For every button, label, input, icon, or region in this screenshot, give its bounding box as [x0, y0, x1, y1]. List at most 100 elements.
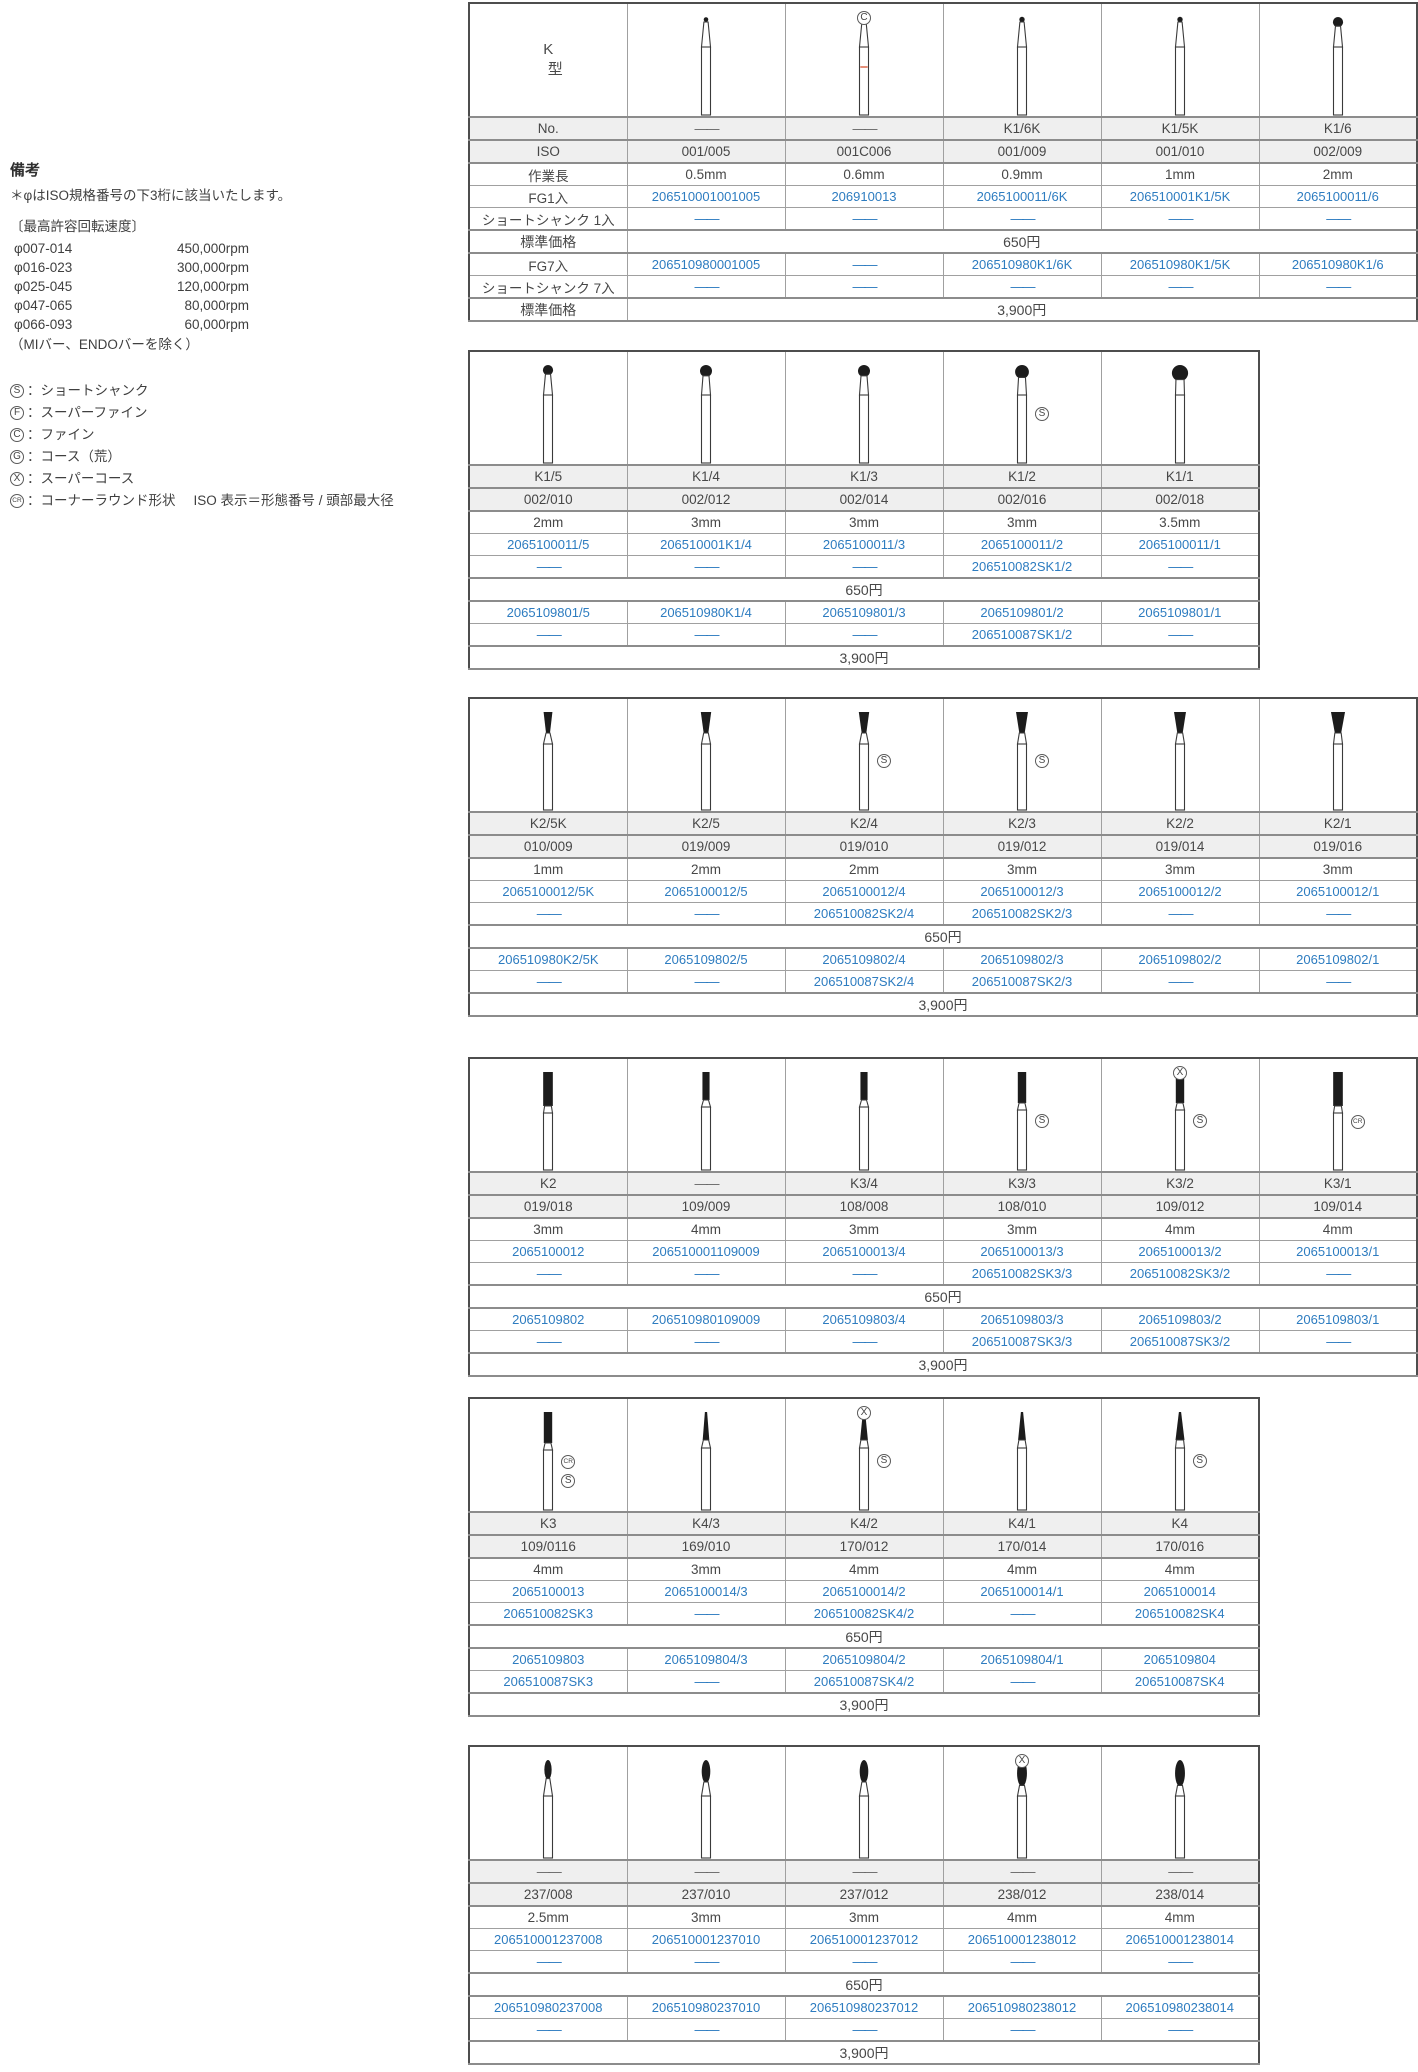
product-code-link[interactable]: 2065100011/6	[1296, 189, 1379, 204]
product-code-link[interactable]: 2065100012/4	[822, 884, 906, 899]
product-code-link[interactable]: 206510980K1/6K	[971, 257, 1073, 272]
product-code-link[interactable]: 2065109803/3	[980, 1312, 1064, 1327]
product-code-link[interactable]: 2065100013/1	[1296, 1244, 1380, 1259]
product-code-link[interactable]: 2065100012/3	[980, 884, 1064, 899]
product-code-link[interactable]: 206510087SK4	[1134, 1674, 1225, 1689]
product-code-link[interactable]: 206510980001005	[651, 257, 761, 272]
product-code-link[interactable]: 2065109801/1	[1138, 605, 1222, 620]
product-code-link[interactable]: 2065100013/2	[1138, 1244, 1222, 1259]
product-code-link[interactable]: 206510082SK4/2	[813, 1606, 915, 1621]
product-code-link[interactable]: 2065100011/2	[980, 537, 1064, 552]
row-label-no: No.	[468, 116, 628, 141]
product-code-link[interactable]: 2065100011/5	[507, 537, 590, 552]
cell-no: K3/2	[1100, 1171, 1260, 1196]
product-code-link[interactable]: 2065100013/4	[822, 1244, 906, 1259]
product-code-link[interactable]: 206510082SK2/3	[971, 906, 1073, 921]
legend-row: C ：ファイン	[10, 424, 360, 446]
product-code-link[interactable]: 206510082SK3	[503, 1606, 594, 1621]
cell-no: ——	[942, 1859, 1102, 1884]
bur-cell: X	[942, 1745, 1102, 1861]
product-code-link[interactable]: 206510087SK4/2	[813, 1674, 915, 1689]
cell-iso: 002/012	[626, 487, 786, 512]
product-code-link[interactable]: 2065100014/3	[664, 1584, 748, 1599]
bur-cell: S	[784, 697, 944, 813]
product-code-link[interactable]: 2065109802/3	[980, 952, 1064, 967]
product-code-link[interactable]: 206510980237012	[809, 2000, 919, 2015]
product-code-link[interactable]: 2065109804/3	[664, 1652, 748, 1667]
cell-fg1: 2065100011/2	[942, 533, 1102, 556]
product-code-link[interactable]: 2065109803/4	[822, 1312, 906, 1327]
product-code-link[interactable]: 2065100011/3	[822, 537, 906, 552]
product-code-link[interactable]: 2065100014/2	[822, 1584, 906, 1599]
product-code-link[interactable]: 206510001001005	[651, 189, 761, 204]
cell-fg1: 2065100014/3	[626, 1580, 786, 1603]
product-code-link[interactable]: 2065100013/3	[980, 1244, 1064, 1259]
product-code-link[interactable]: 2065109802/2	[1138, 952, 1222, 967]
cell-fg7: 206510980109009	[626, 1307, 786, 1331]
product-code-link[interactable]: 206510087SK3	[503, 1674, 594, 1689]
product-code-link[interactable]: 206510087SK3/3	[971, 1334, 1073, 1349]
product-code-link[interactable]: 206510980237008	[494, 2000, 603, 2015]
product-code-link[interactable]: 206510001238012	[967, 1932, 1077, 1947]
product-code-link[interactable]: 206910013	[831, 189, 897, 204]
product-code-link[interactable]: 206510980K1/4	[660, 605, 752, 620]
product-code-link[interactable]: 206510001109009	[652, 1244, 760, 1259]
product-code-link[interactable]: 2065100012/1	[1296, 884, 1380, 899]
product-code-link[interactable]: 2065100012/5	[664, 884, 748, 899]
product-code-link[interactable]: 2065109801/3	[822, 605, 906, 620]
product-code-link[interactable]: 206510001237010	[651, 1932, 761, 1947]
product-code-link[interactable]: 2065109803/2	[1138, 1312, 1222, 1327]
product-code-link[interactable]: 206510980237010	[651, 2000, 761, 2015]
cell-fg1: 206510001238014	[1100, 1928, 1260, 1951]
product-code-link[interactable]: 206510082SK4	[1134, 1606, 1225, 1621]
product-code-link[interactable]: 2065109803	[512, 1652, 585, 1667]
product-code-link[interactable]: 206510980K1/5K	[1129, 257, 1231, 272]
product-code-link[interactable]: 206510087SK3/2	[1129, 1334, 1231, 1349]
product-code-link[interactable]: 206510087SK2/4	[813, 974, 915, 989]
product-code-link[interactable]: 2065109802/1	[1296, 952, 1380, 967]
product-code-link[interactable]: 206510082SK3/2	[1129, 1266, 1231, 1281]
product-code-link[interactable]: 206510980K1/6	[1291, 257, 1384, 272]
product-code-link[interactable]: 2065109803/1	[1296, 1312, 1380, 1327]
product-code-link[interactable]: 2065109804/2	[822, 1652, 906, 1667]
product-code-link[interactable]: 2065109801/2	[980, 605, 1064, 620]
cell-price-1: 650円	[468, 1284, 1418, 1309]
bur-icon-ball	[1015, 365, 1029, 464]
product-code-link[interactable]: 2065100012/2	[1138, 884, 1222, 899]
bur-cell	[1100, 697, 1260, 813]
product-code-link[interactable]: 206510082SK2/4	[813, 906, 915, 921]
product-code-link[interactable]: 206510001238014	[1125, 1932, 1234, 1947]
product-code-link[interactable]: 206510980238014	[1125, 2000, 1234, 2015]
product-code-link[interactable]: 2065109802/5	[664, 952, 748, 967]
product-code-link[interactable]: 206510980109009	[651, 1312, 761, 1327]
product-code-link[interactable]: 2065100014/1	[980, 1584, 1064, 1599]
product-code-link[interactable]: 2065100013	[512, 1584, 585, 1599]
cell-ss1: ——	[784, 207, 944, 231]
product-code-link[interactable]: 206510001K1/5K	[1129, 189, 1231, 204]
product-code-link[interactable]: 206510001237008	[494, 1932, 603, 1947]
product-code-link[interactable]: 206510001K1/4	[660, 537, 752, 552]
product-code-link[interactable]: 2065100014	[1143, 1584, 1216, 1599]
product-code-link[interactable]: 2065109804	[1143, 1652, 1216, 1667]
product-code-link[interactable]: 206510001237012	[809, 1932, 919, 1947]
bur-cell: CR S	[468, 1397, 628, 1513]
bur-cell	[1258, 2, 1418, 118]
cell-ss1: ——	[626, 1602, 786, 1626]
no-item-dash: ——	[694, 2022, 720, 2037]
product-code-link[interactable]: 2065109802/4	[822, 952, 906, 967]
product-code-link[interactable]: 2065100012/5K	[502, 884, 595, 899]
product-code-link[interactable]: 206510980K2/5K	[498, 952, 599, 967]
product-code-link[interactable]: 2065100011/6K	[976, 189, 1068, 204]
product-code-link[interactable]: 2065100011/1	[1138, 537, 1221, 552]
product-code-link[interactable]: 2065109801/5	[506, 605, 590, 620]
product-code-link[interactable]: 2065109804/1	[980, 1652, 1064, 1667]
row-label-fg7: FG7入	[468, 252, 628, 276]
product-code-link[interactable]: 206510082SK1/2	[971, 559, 1073, 574]
product-code-link[interactable]: 206510082SK3/3	[971, 1266, 1073, 1281]
product-code-link[interactable]: 206510980238012	[967, 2000, 1077, 2015]
product-code-link[interactable]: 2065109802	[512, 1312, 585, 1327]
product-code-link[interactable]: 206510087SK1/2	[971, 627, 1073, 642]
product-code-link[interactable]: 206510087SK2/3	[971, 974, 1073, 989]
no-item-dash: ——	[694, 1334, 720, 1349]
product-code-link[interactable]: 2065100012	[512, 1244, 585, 1259]
